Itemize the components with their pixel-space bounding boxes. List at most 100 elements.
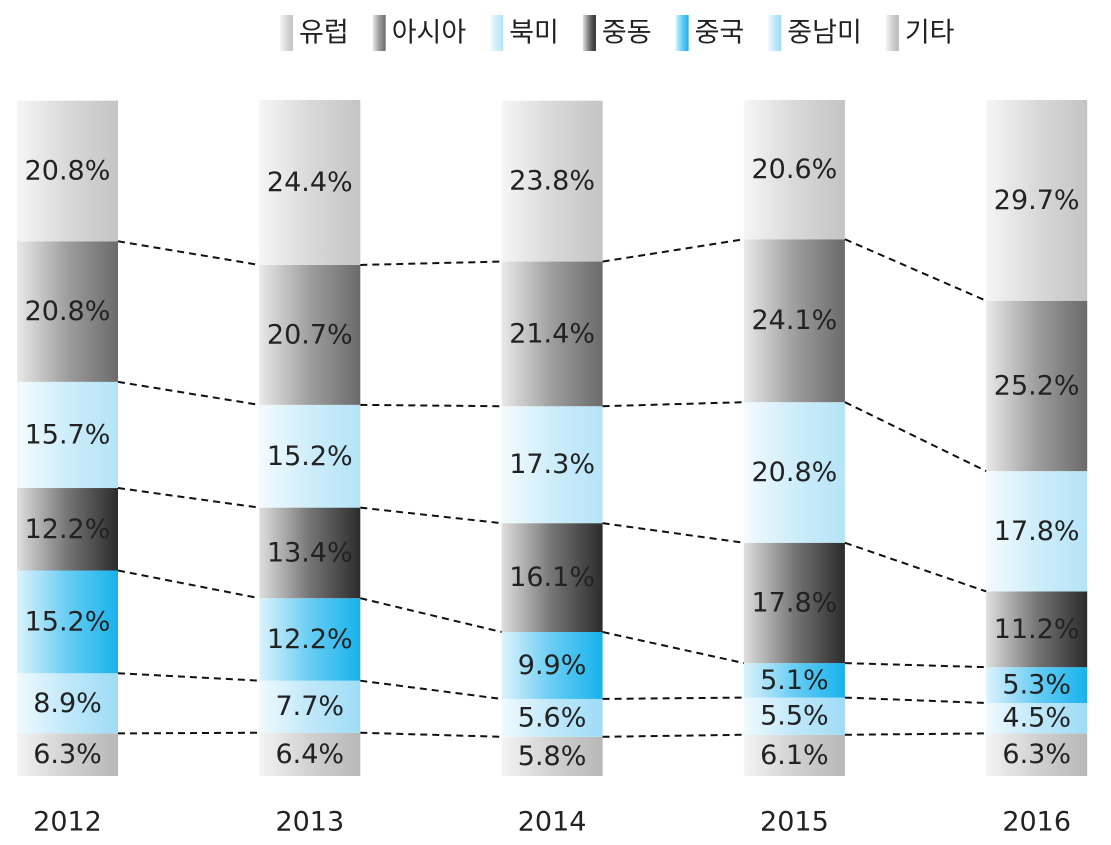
bar-segment (743, 697, 845, 735)
segment-label: 12.2% (267, 624, 353, 655)
bar-segment (743, 100, 845, 240)
bar-segment (259, 732, 361, 776)
connector (844, 401, 987, 473)
bar-segment (743, 663, 845, 698)
segment-label: 16.1% (509, 562, 595, 593)
bar-segment (259, 507, 361, 599)
segment-label: 5.3% (1002, 670, 1071, 701)
bar-segment (17, 381, 118, 489)
connector (844, 238, 987, 302)
legend-swatch (582, 15, 596, 51)
connector (844, 541, 987, 593)
bar-segment (743, 239, 845, 403)
segment-label: 15.2% (267, 441, 353, 472)
segment-label: 5.1% (760, 665, 829, 696)
bar-segment (259, 680, 361, 733)
bar-segment (259, 598, 361, 681)
connector (602, 696, 744, 700)
bar-segment (17, 733, 118, 776)
segment-label: 20.8% (752, 457, 838, 488)
connector (602, 401, 744, 408)
legend-swatch (490, 15, 504, 51)
bar-segment (501, 698, 603, 737)
segment-label: 5.6% (518, 702, 587, 733)
connector (844, 662, 987, 669)
segment-label: 29.7% (994, 185, 1080, 216)
legend-label: 중남미 (787, 18, 862, 49)
bar-segment (259, 264, 361, 405)
connector (360, 597, 502, 633)
segment-label: 20.8% (25, 296, 111, 327)
connector (844, 696, 987, 704)
connector (602, 522, 745, 544)
connector (117, 672, 260, 682)
bar-segment (743, 542, 845, 664)
segment-label: 17.3% (509, 449, 595, 480)
bar-segment (259, 100, 361, 265)
connector (360, 260, 502, 266)
x-tick-label: 2013 (275, 807, 344, 838)
legend-label: 유럽 (299, 18, 349, 49)
segment-label: 20.7% (267, 319, 353, 350)
connector (117, 569, 260, 600)
segment-label: 21.4% (509, 318, 595, 349)
segment-label: 11.2% (994, 614, 1080, 645)
bar-segment (501, 632, 603, 699)
connector (360, 679, 502, 700)
x-tick-label: 2016 (1002, 807, 1071, 838)
segment-label: 17.8% (994, 516, 1080, 547)
segment-label: 9.9% (518, 650, 587, 681)
x-tick-label: 2015 (760, 807, 829, 838)
legend-label: 북미 (509, 18, 559, 49)
connector (117, 731, 260, 735)
bar-segment (501, 736, 603, 776)
connector (117, 380, 260, 406)
segment-label: 24.4% (267, 167, 353, 198)
bar-segment (501, 261, 603, 407)
bar-segment (743, 734, 845, 776)
segment-label: 15.7% (25, 419, 111, 450)
bar-segment (986, 733, 1088, 776)
segment-label: 20.8% (25, 155, 111, 186)
segment-label: 4.5% (1002, 703, 1071, 734)
segment-label: 25.2% (994, 370, 1080, 401)
connector (602, 631, 745, 665)
segment-label: 13.4% (267, 537, 353, 568)
legend-swatch (372, 15, 386, 51)
bar-segment (17, 673, 118, 734)
segment-label: 20.6% (752, 154, 838, 185)
segment-label: 15.2% (25, 606, 111, 637)
connector (360, 403, 502, 408)
bar-segment (986, 702, 1088, 734)
bar-segment (986, 591, 1088, 668)
legend-label: 기타 (905, 18, 955, 49)
x-tick-label: 2014 (518, 807, 587, 838)
bar-segment (501, 100, 603, 262)
bar-segment (501, 406, 603, 524)
connector (602, 733, 744, 738)
segment-label: 7.7% (275, 691, 344, 722)
segment-label: 6.4% (275, 739, 344, 770)
bar-segment (986, 300, 1088, 472)
segment-label: 8.9% (33, 688, 102, 719)
segment-label: 6.1% (760, 740, 829, 771)
connector (117, 240, 260, 266)
connector (602, 238, 745, 263)
legend-swatch (280, 15, 293, 51)
legend-swatch (675, 15, 689, 51)
segment-label: 6.3% (33, 739, 102, 770)
bar-segment (986, 471, 1088, 592)
segment-label: 23.8% (509, 166, 595, 197)
bar-segment (501, 523, 603, 633)
segment-label: 5.8% (518, 741, 587, 772)
segment-label: 6.3% (1002, 739, 1071, 770)
x-tick-label: 2012 (33, 807, 102, 838)
segment-label: 24.1% (752, 305, 838, 336)
bar-segment (17, 241, 118, 382)
connector (117, 487, 260, 509)
legend-label: 아시아 (392, 18, 467, 49)
legend-label: 중동 (602, 18, 652, 49)
bar-segment (17, 570, 118, 674)
legend-label: 중국 (695, 18, 745, 49)
